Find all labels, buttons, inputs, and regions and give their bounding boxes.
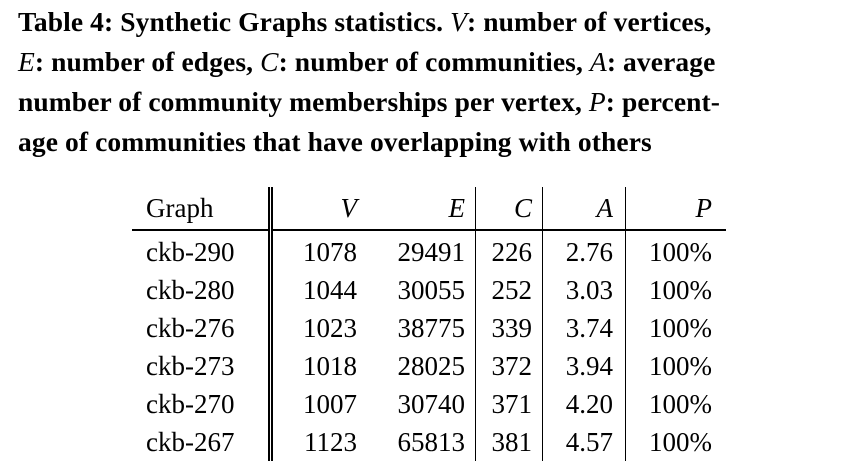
cell-graph: ckb-267 [132, 423, 273, 461]
caption-line-3: number of community memberships per vert… [18, 82, 848, 122]
table-row: ckb-270 1007 30740 371 4.20 100% [132, 385, 726, 423]
cell-p: 100% [649, 237, 712, 267]
table-body: ckb-290 1078 29491 226 2.76 100% ckb-280… [132, 230, 726, 461]
cell-graph: ckb-270 [132, 385, 273, 423]
table-row: ckb-273 1018 28025 372 3.94 100% [132, 347, 726, 385]
caption-text: : number of communities, [278, 46, 590, 77]
table-row: ckb-267 1123 65813 381 4.57 100% [132, 423, 726, 461]
header-a: A [542, 187, 626, 230]
cell-v: 1044 [303, 275, 357, 305]
caption-text: number of community memberships per vert… [18, 86, 589, 117]
cell-c: 226 [475, 230, 543, 271]
cell-v: 1007 [303, 389, 357, 419]
cell-e: 28025 [367, 347, 476, 385]
cell-e: 65813 [367, 423, 476, 461]
cell-a: 2.76 [542, 230, 626, 271]
caption-line-1: Table 4: Synthetic Graphs statistics. V:… [18, 2, 848, 42]
cell-graph: ckb-280 [132, 271, 273, 309]
cell-v: 1018 [303, 351, 357, 381]
table-row: ckb-276 1023 38775 339 3.74 100% [132, 309, 726, 347]
cell-graph: ckb-273 [132, 347, 273, 385]
caption-symbol-e: E [18, 46, 35, 77]
header-c: C [475, 187, 543, 230]
header-v: V [340, 193, 358, 223]
caption-text: : number of vertices, [467, 6, 712, 37]
header-e: E [367, 187, 476, 230]
cell-p: 100% [649, 351, 712, 381]
caption-text: Synthetic Graphs statistics. [113, 6, 451, 37]
cell-c: 381 [475, 423, 543, 461]
cell-graph: ckb-276 [132, 309, 273, 347]
cell-p: 100% [649, 389, 712, 419]
statistics-table: Graph V E C A P ckb-290 1078 29491 226 2… [132, 187, 726, 461]
caption-symbol-c: C [260, 46, 279, 77]
table-row: ckb-290 1078 29491 226 2.76 100% [132, 230, 726, 271]
header-graph: Graph [132, 187, 273, 230]
cell-a: 3.74 [542, 309, 626, 347]
table-caption: Table 4: Synthetic Graphs statistics. V:… [18, 2, 848, 162]
cell-a: 4.57 [542, 423, 626, 461]
cell-v: 1023 [303, 313, 357, 343]
statistics-table-container: Graph V E C A P ckb-290 1078 29491 226 2… [132, 187, 726, 461]
cell-p: 100% [649, 427, 712, 457]
caption-line-4: age of communities that have overlapping… [18, 126, 652, 157]
cell-c: 372 [475, 347, 543, 385]
caption-line-2: E: number of edges, C: number of communi… [18, 42, 848, 82]
cell-graph: ckb-290 [132, 230, 273, 271]
cell-e: 29491 [367, 230, 476, 271]
cell-a: 4.20 [542, 385, 626, 423]
cell-e: 38775 [367, 309, 476, 347]
cell-e: 30055 [367, 271, 476, 309]
caption-text: : percent- [605, 86, 721, 117]
cell-v: 1078 [303, 237, 357, 267]
cell-a: 3.94 [542, 347, 626, 385]
table-header-row: Graph V E C A P [132, 187, 726, 230]
cell-p: 100% [649, 275, 712, 305]
cell-e: 30740 [367, 385, 476, 423]
cell-c: 252 [475, 271, 543, 309]
caption-label: Table 4: [18, 6, 114, 37]
cell-c: 339 [475, 309, 543, 347]
caption-text: : average [606, 46, 716, 77]
cell-p: 100% [649, 313, 712, 343]
caption-symbol-a: A [589, 46, 607, 77]
caption-symbol-v: V [450, 6, 468, 37]
cell-v: 1123 [304, 427, 357, 457]
caption-text: : number of edges, [34, 46, 261, 77]
header-p: P [695, 193, 713, 223]
table-row: ckb-280 1044 30055 252 3.03 100% [132, 271, 726, 309]
caption-symbol-p: P [588, 86, 606, 117]
cell-c: 371 [475, 385, 543, 423]
cell-a: 3.03 [542, 271, 626, 309]
